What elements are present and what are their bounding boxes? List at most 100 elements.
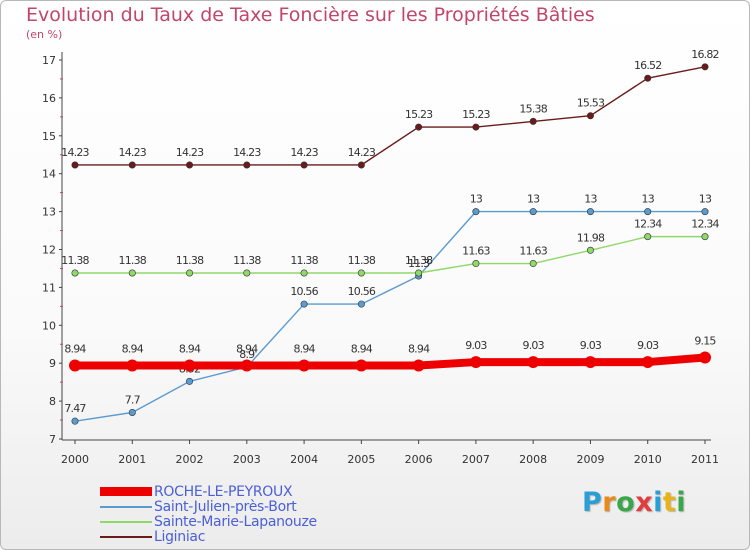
legend-item: Liginiac bbox=[100, 528, 317, 545]
data-label: 11.63 bbox=[519, 245, 547, 258]
data-label: 11.38 bbox=[405, 254, 433, 267]
data-label: 13 bbox=[527, 193, 540, 206]
x-tick-label: 2005 bbox=[347, 453, 375, 466]
data-point bbox=[644, 208, 652, 216]
y-tick-label: 13 bbox=[42, 206, 56, 219]
logo-letter: x bbox=[635, 487, 654, 518]
legend-swatch bbox=[100, 520, 152, 523]
data-point bbox=[701, 208, 709, 216]
data-label: 14.23 bbox=[176, 146, 204, 159]
data-point bbox=[357, 269, 365, 277]
x-tick-label: 2010 bbox=[634, 453, 662, 466]
x-tick-label: 2003 bbox=[233, 453, 261, 466]
data-point bbox=[71, 161, 79, 169]
data-point bbox=[586, 112, 594, 120]
data-label: 16.82 bbox=[691, 48, 719, 61]
data-label: 11.38 bbox=[348, 254, 376, 267]
data-point bbox=[529, 117, 537, 125]
legend-label: Sainte-Marie-Lapanouze bbox=[154, 513, 317, 530]
data-label: 15.23 bbox=[405, 108, 433, 121]
y-tick-label: 10 bbox=[42, 319, 56, 332]
data-point bbox=[300, 300, 308, 308]
data-label: 8.94 bbox=[293, 342, 315, 355]
logo-letter: r bbox=[602, 487, 617, 518]
data-point bbox=[472, 208, 480, 216]
legend-item: Sainte-Marie-Lapanouze bbox=[100, 513, 317, 530]
y-tick-label: 15 bbox=[42, 130, 56, 143]
x-tick-label: 2000 bbox=[61, 453, 89, 466]
data-point bbox=[529, 260, 537, 268]
data-point bbox=[584, 356, 597, 369]
data-point bbox=[186, 269, 194, 277]
data-label: 9.03 bbox=[465, 339, 487, 352]
legend-label: ROCHE-LE-PEYROUX bbox=[154, 483, 293, 500]
y-tick-label: 12 bbox=[42, 244, 56, 257]
data-label: 8.94 bbox=[64, 342, 86, 355]
data-label: 11.38 bbox=[233, 254, 261, 267]
data-point bbox=[357, 300, 365, 308]
unit-label: (en %) bbox=[26, 28, 63, 41]
data-label: 12.34 bbox=[634, 218, 662, 231]
x-tick-label: 2011 bbox=[691, 453, 719, 466]
data-point bbox=[644, 233, 652, 241]
legend-item: Saint-Julien-près-Bort bbox=[100, 499, 317, 515]
data-point bbox=[529, 208, 537, 216]
data-point bbox=[128, 269, 136, 277]
data-label: 9.03 bbox=[523, 339, 545, 352]
logo-letter: o bbox=[616, 487, 636, 518]
data-point bbox=[699, 351, 711, 364]
data-label: 8.94 bbox=[122, 342, 144, 355]
series-line-saint-julien-pr-s-bort bbox=[74, 210, 706, 422]
x-tick-label: 2007 bbox=[462, 453, 490, 466]
data-label: 8.94 bbox=[236, 342, 258, 355]
data-label: 14.23 bbox=[348, 146, 376, 159]
data-point bbox=[415, 123, 423, 131]
y-tick-label: 14 bbox=[42, 168, 56, 181]
data-label: 7.47 bbox=[64, 402, 86, 415]
data-point bbox=[243, 161, 251, 169]
data-label: 9.15 bbox=[694, 335, 716, 348]
data-point bbox=[527, 356, 540, 369]
x-tick-label: 2006 bbox=[405, 453, 433, 466]
y-tick-label: 11 bbox=[42, 281, 56, 294]
data-point bbox=[586, 246, 594, 254]
x-tick-label: 2001 bbox=[118, 453, 146, 466]
data-label: 9.03 bbox=[637, 339, 659, 352]
data-point bbox=[126, 359, 139, 372]
data-label: 8.94 bbox=[408, 342, 430, 355]
data-point bbox=[186, 377, 194, 385]
y-tick-label: 8 bbox=[49, 395, 56, 408]
data-label: 8.9 bbox=[239, 348, 255, 361]
data-label: 10.56 bbox=[348, 285, 376, 298]
data-point bbox=[586, 208, 594, 216]
data-point bbox=[701, 63, 709, 71]
data-point bbox=[300, 269, 308, 277]
x-tick-label: 2004 bbox=[290, 453, 318, 466]
y-tick-label: 7 bbox=[49, 433, 56, 446]
data-label: 8.94 bbox=[351, 342, 373, 355]
data-point bbox=[300, 161, 308, 169]
logo-letter: i bbox=[653, 487, 663, 518]
chart-legend: ROCHE-LE-PEYROUX Saint-Julien-près-Bort Sa… bbox=[100, 483, 317, 545]
data-point bbox=[415, 269, 423, 277]
chart-title: Evolution du Taux de Taxe Foncière sur l… bbox=[26, 4, 595, 26]
data-point bbox=[128, 408, 136, 416]
data-point bbox=[71, 417, 79, 425]
data-point bbox=[644, 74, 652, 82]
legend-label: Liginiac bbox=[154, 528, 206, 545]
proxiti-logo: Proxiti bbox=[582, 487, 686, 518]
data-label: 11.38 bbox=[119, 254, 147, 267]
data-point bbox=[472, 123, 480, 131]
data-point bbox=[641, 356, 654, 369]
data-label: 14.23 bbox=[61, 146, 89, 159]
legend-swatch bbox=[100, 505, 152, 508]
data-point bbox=[357, 161, 365, 169]
series-line-roche-le-peyroux bbox=[71, 353, 709, 370]
data-point bbox=[472, 260, 480, 268]
data-label: 13 bbox=[642, 193, 655, 206]
data-point bbox=[71, 269, 79, 277]
legend-item: ROCHE-LE-PEYROUX bbox=[100, 483, 317, 500]
data-label: 15.53 bbox=[577, 97, 605, 110]
data-label: 16.52 bbox=[634, 59, 662, 72]
